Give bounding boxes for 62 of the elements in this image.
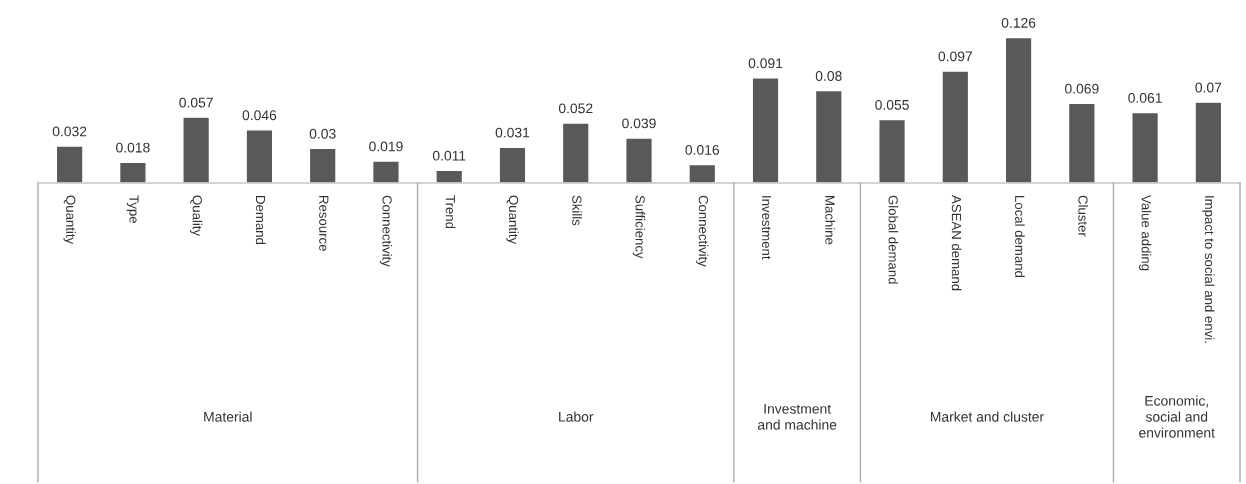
bar xyxy=(435,169,464,183)
bar xyxy=(941,70,970,183)
text: Market and cluster xyxy=(930,411,1044,422)
bar xyxy=(878,118,907,183)
x-tick-label: Machine xyxy=(825,196,835,245)
data-label: 0.011 xyxy=(432,150,466,161)
x-tick-label: ASEAN demand xyxy=(951,195,962,291)
bar xyxy=(498,146,527,183)
data-label: 0.019 xyxy=(369,141,403,152)
data-label: 0.097 xyxy=(938,51,972,62)
bar xyxy=(182,116,211,183)
data-label: 0.07 xyxy=(1195,82,1222,93)
x-tick-label: Resource xyxy=(319,196,329,251)
x-tick-label: Trend xyxy=(445,195,456,229)
bar xyxy=(625,137,653,183)
x-tick-label: Sufficiency xyxy=(632,195,646,259)
bar xyxy=(1004,36,1033,183)
bar xyxy=(308,147,337,183)
data-label: 0.03 xyxy=(309,128,336,139)
x-tick-label: Local demand xyxy=(1015,196,1025,278)
x-tick-label: Demand xyxy=(255,196,266,245)
data-label: 0.057 xyxy=(179,97,213,108)
bar xyxy=(55,145,84,183)
bar xyxy=(1067,102,1096,183)
bar xyxy=(814,89,843,183)
x-tick-label: Connectivity xyxy=(379,195,393,267)
bar xyxy=(1131,111,1160,183)
x-tick-label: Cluster xyxy=(1078,195,1088,237)
data-label: 0.046 xyxy=(242,110,277,121)
bar xyxy=(118,161,147,183)
x-tick-label: Quantity xyxy=(506,195,519,245)
data-label: 0.018 xyxy=(116,142,150,153)
data-label: 0.016 xyxy=(685,144,720,155)
bar xyxy=(751,77,780,183)
bar xyxy=(1194,101,1223,183)
data-label: 0.031 xyxy=(495,127,530,138)
data-label: 0.052 xyxy=(558,103,593,114)
data-label: 0.08 xyxy=(815,71,842,81)
text: Material xyxy=(204,411,252,422)
x-tick-label: Connectivity xyxy=(696,195,709,267)
data-label: 0.055 xyxy=(875,99,909,110)
data-label: 0.069 xyxy=(1065,83,1099,94)
data-label: 0.091 xyxy=(748,58,783,69)
text: Labor xyxy=(559,411,594,422)
x-tick-label: Quality xyxy=(190,195,203,237)
data-label: 0.061 xyxy=(1128,93,1162,103)
x-tick-label: Quantity xyxy=(63,195,76,245)
data-label: 0.039 xyxy=(622,118,656,129)
text: Economic, social and environment xyxy=(1139,395,1215,438)
bar xyxy=(561,122,590,183)
x-tick-label: Global demand xyxy=(888,195,899,284)
x-tick-label: Value adding xyxy=(1138,195,1152,271)
data-label: 0.032 xyxy=(52,126,87,137)
bar xyxy=(688,163,717,183)
x-tick-label: Type xyxy=(126,195,139,224)
x-tick-label: Impact to social and envi. xyxy=(1202,196,1215,343)
bar xyxy=(371,160,400,183)
x-tick-label: Skills xyxy=(572,195,582,226)
text: Investment and machine xyxy=(757,404,837,430)
x-tick-label: Investment xyxy=(761,196,772,260)
data-label: 0.126 xyxy=(1001,17,1036,28)
bar xyxy=(245,129,274,183)
